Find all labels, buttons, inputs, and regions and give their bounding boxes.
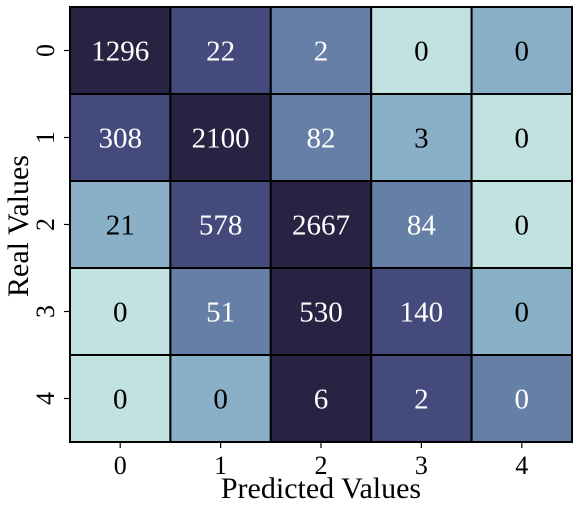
- heatmap-cell-2-1: [169, 180, 272, 269]
- y-axis-label: Real Values: [2, 155, 35, 297]
- x-axis-ticks: 0 1 2 3 4: [114, 442, 528, 480]
- y-tick-label-2: 2: [31, 218, 60, 231]
- cell-value-label-0-4: 0: [515, 36, 530, 68]
- heatmap-cell-4-2: [269, 354, 373, 443]
- y-tick-label-4: 4: [31, 392, 60, 405]
- cell-value-label-4-0: 0: [113, 384, 128, 416]
- heatmap-cell-0-1: [169, 6, 272, 95]
- heatmap-cell-3-4: [470, 267, 574, 356]
- cell-value-label-0-2: 2: [314, 36, 329, 68]
- x-tick-label-1: 1: [214, 451, 227, 480]
- cell-value-label-3-0: 0: [113, 297, 128, 329]
- y-axis-ticks: 0 1 2 3 4: [31, 44, 70, 405]
- cell-value-label-1-2: 82: [307, 123, 336, 155]
- cell-value-label-4-2: 6: [314, 384, 329, 416]
- x-tick-label-2: 2: [315, 451, 328, 480]
- cell-value-label-3-2: 530: [299, 297, 343, 329]
- cell-value-label-3-4: 0: [515, 297, 530, 329]
- heatmap-cell-3-1: [169, 267, 272, 356]
- y-tick-label-3: 3: [31, 305, 60, 318]
- x-tick-label-3: 3: [415, 451, 428, 480]
- cell-value-label-0-3: 0: [414, 36, 429, 68]
- y-tick-label-0: 0: [31, 44, 60, 57]
- cell-value-label-4-3: 2: [414, 384, 429, 416]
- x-axis-label: Predicted Values: [221, 472, 421, 505]
- heatmap-cell-0-2: [269, 6, 373, 95]
- cell-value-label-2-4: 0: [515, 210, 530, 242]
- heatmap-cell-4-0: [69, 354, 172, 443]
- heatmap-cell-1-2: [269, 93, 373, 182]
- cell-value-label-2-1: 578: [199, 210, 243, 242]
- cell-value-label-2-0: 21: [106, 210, 135, 242]
- heatmap-cell-4-1: [169, 354, 272, 443]
- cell-value-label-0-0: 1296: [91, 36, 149, 68]
- heatmap-cell-1-4: [470, 93, 574, 182]
- cell-value-label-1-0: 308: [98, 123, 142, 155]
- cell-value-label-3-1: 51: [206, 297, 235, 329]
- cell-value-label-4-4: 0: [515, 384, 530, 416]
- x-tick-label-0: 0: [114, 451, 127, 480]
- cell-value-label-1-1: 2100: [192, 123, 250, 155]
- heatmap-cell-2-3: [370, 180, 473, 269]
- cell-value-label-1-4: 0: [515, 123, 530, 155]
- heatmap-cell-0-0: [69, 6, 172, 95]
- cell-value-label-0-1: 22: [206, 36, 235, 68]
- y-tick-label-1: 1: [31, 131, 60, 144]
- cell-value-label-3-3: 140: [400, 297, 444, 329]
- cell-value-label-1-3: 3: [414, 123, 429, 155]
- x-tick-label-4: 4: [515, 451, 528, 480]
- cell-value-label-2-2: 2667: [292, 210, 350, 242]
- heatmap-cell-3-2: [269, 267, 373, 356]
- cell-value-label-4-1: 0: [213, 384, 228, 416]
- heatmap-cell-3-3: [370, 267, 473, 356]
- cell-value-label-2-3: 84: [407, 210, 437, 242]
